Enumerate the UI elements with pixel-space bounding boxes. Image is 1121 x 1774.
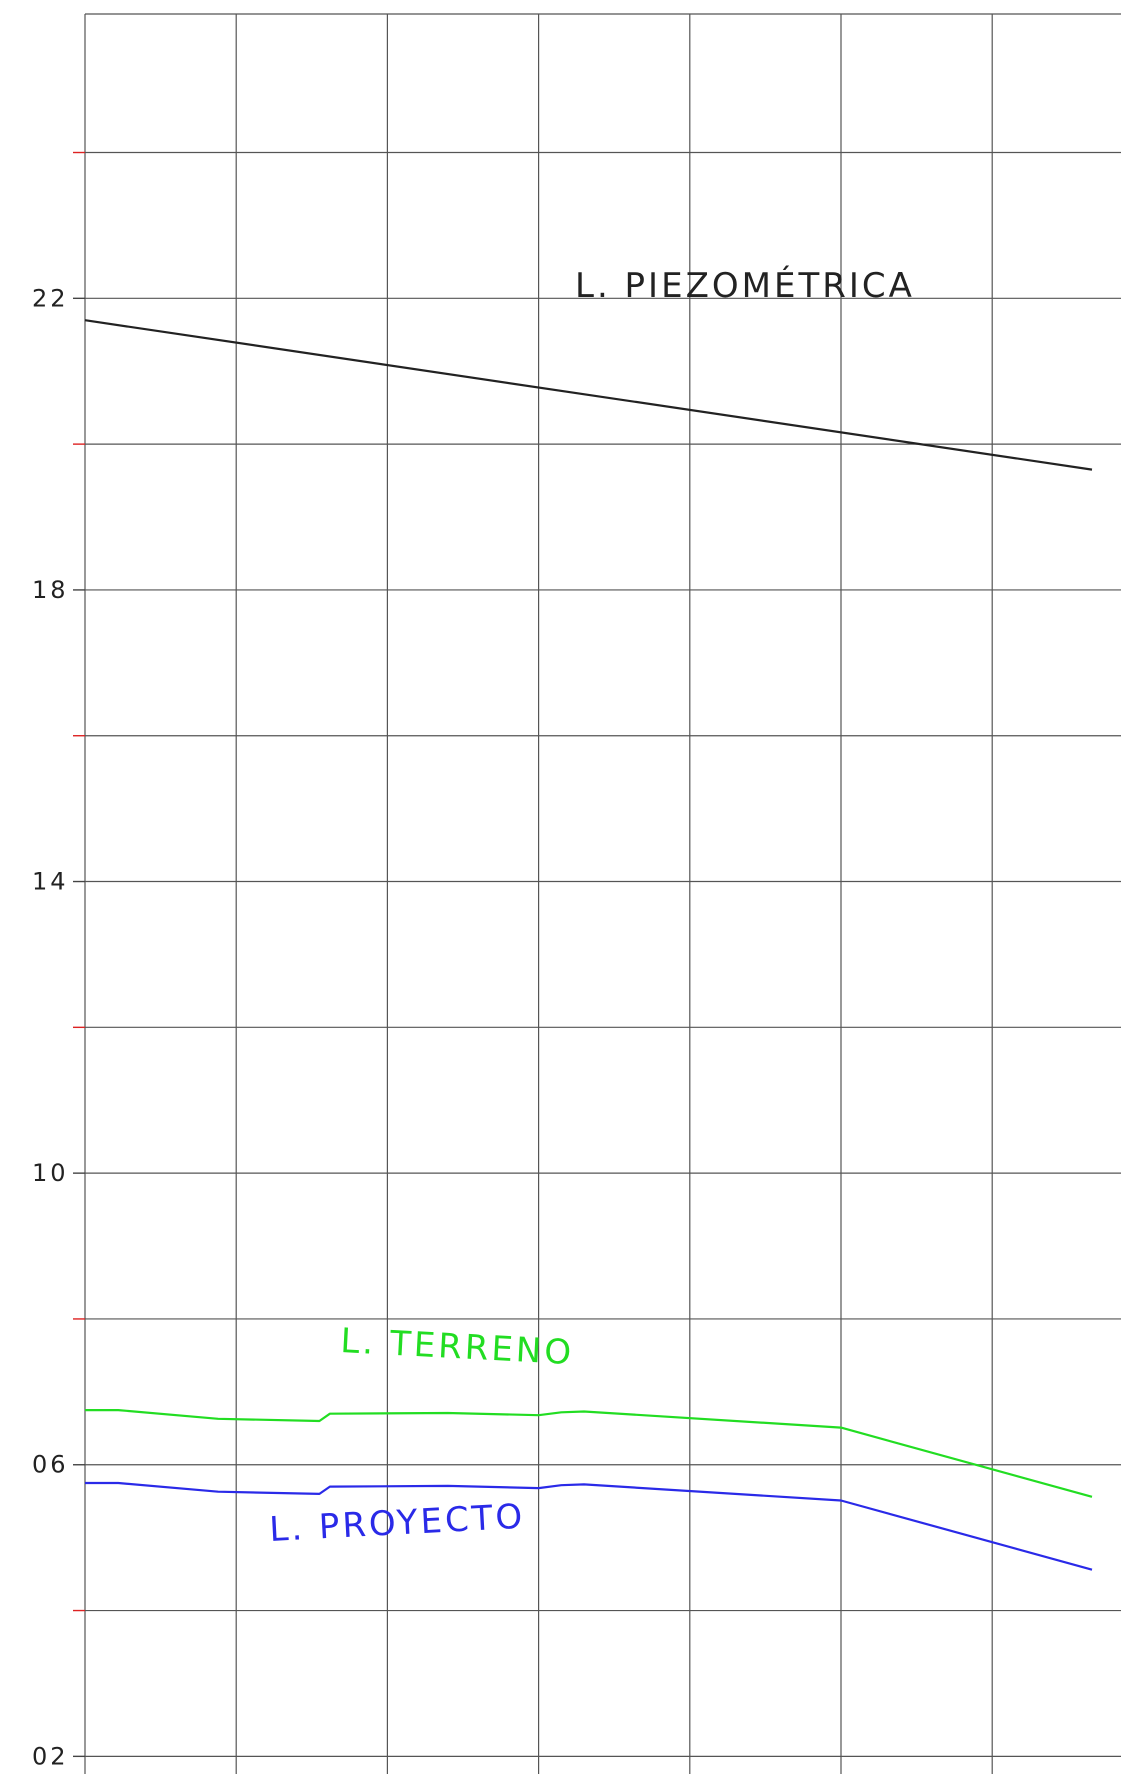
series-line-piezometrica (84, 319, 1093, 471)
series-labels: L. PIEZOMÉTRICA L. TERRENO L. PROYECTO (268, 265, 915, 1550)
y-tick-label-6: 06 (32, 1451, 69, 1479)
series-line-proyecto (85, 1481, 1093, 1571)
y-axis-ticks (73, 151, 85, 1758)
y-tick-label-18: 18 (32, 576, 69, 604)
y-tick-label-10: 10 (32, 1159, 69, 1187)
y-tick-label-14: 14 (32, 868, 69, 896)
y-tick-label-22: 22 (32, 284, 69, 312)
y-axis-tick-labels: 22 18 14 10 06 02 (32, 284, 69, 1770)
horizontal-gridlines (85, 13, 1121, 1757)
y-tick-label-2: 02 (32, 1742, 69, 1770)
series-label-terreno: L. TERRENO (340, 1321, 576, 1373)
series-line-terreno (85, 1408, 1093, 1498)
series-lines (84, 319, 1093, 1571)
series-label-proyecto: L. PROYECTO (268, 1497, 526, 1550)
vertical-gridlines (84, 14, 993, 1774)
series-label-piezometrica: L. PIEZOMÉTRICA (575, 265, 915, 306)
